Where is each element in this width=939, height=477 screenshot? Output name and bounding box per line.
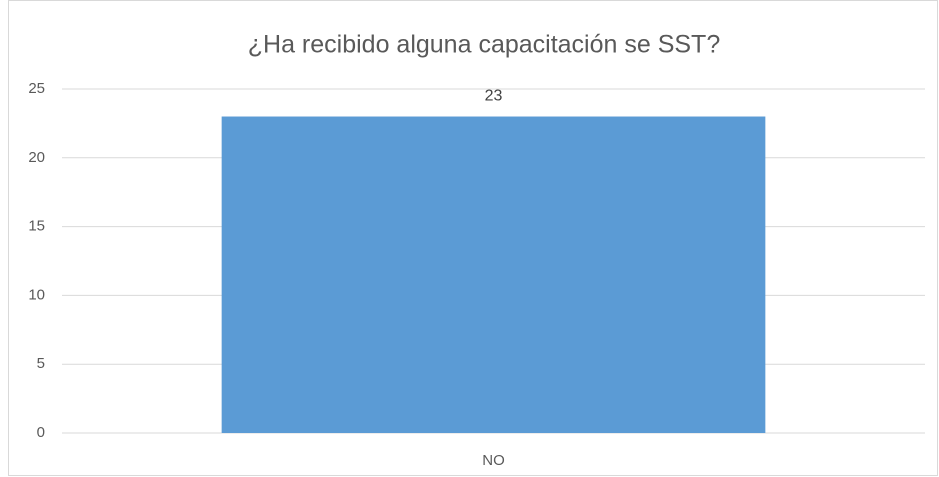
data-label: 23: [485, 88, 503, 105]
y-tick-label: 5: [37, 355, 45, 372]
bar: [221, 116, 766, 434]
y-tick-label: 10: [28, 286, 45, 303]
y-tick-label: 15: [28, 218, 45, 235]
y-tick-label: 20: [28, 149, 45, 166]
chart-title: ¿Ha recibido alguna capacitación se SST?: [248, 31, 721, 59]
y-tick-label: 0: [37, 424, 45, 441]
y-tick-label: 25: [28, 80, 45, 97]
x-tick-label: NO: [482, 452, 505, 469]
